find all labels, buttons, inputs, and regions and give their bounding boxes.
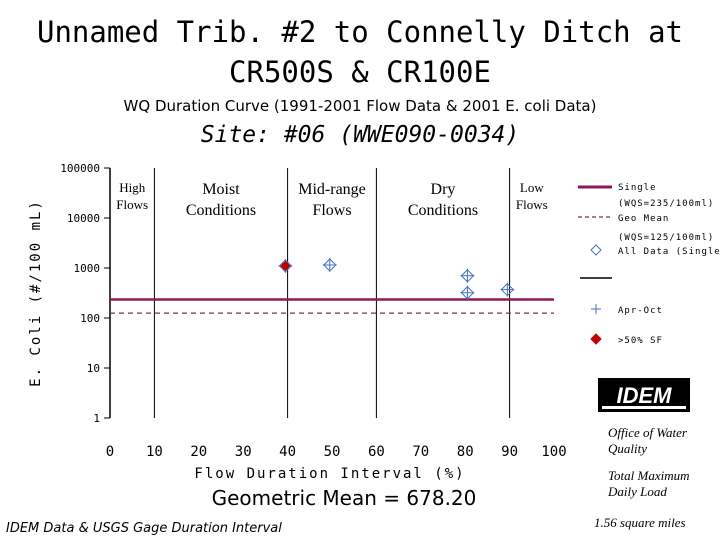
zone-label-4-1: Flows <box>516 197 548 212</box>
zone-label-1-0: Moist <box>202 181 240 198</box>
y-ticks: 100000 10000 1000 100 10 1 <box>60 162 110 425</box>
x-tick-label-2: 20 <box>190 444 207 460</box>
y-tick-label-2: 1000 <box>74 262 101 275</box>
legend-geo-label-1: Geo Mean <box>618 214 669 224</box>
zone-labels: High Flows Moist Conditions Mid-range Flows Dr… <box>116 180 547 219</box>
legend-geo-label-2: (WQS=125/100ml) <box>618 233 714 243</box>
x-tick-label-0: 0 <box>106 444 114 460</box>
x-tick-label-9: 90 <box>501 444 518 460</box>
zone-label-3-0: Dry <box>431 181 456 198</box>
x-ticks: 0 10 20 30 40 50 60 70 80 90 100 <box>106 444 567 460</box>
point-s2-0 <box>280 260 291 272</box>
reference-lines <box>110 298 554 314</box>
legend-single-label-2: (WQS=235/100ml) <box>618 199 714 209</box>
y-tick-label-3: 100 <box>80 312 100 325</box>
legend-all-data-marker <box>590 244 602 256</box>
source-label: IDEM Data & USGS Gage Duration Interval <box>6 521 282 536</box>
y-tick-label-1: 10000 <box>67 212 100 225</box>
zone-label-2-1: Flows <box>312 202 351 219</box>
zone-label-0-0: High <box>119 180 146 195</box>
office-label-1: Office of Water <box>608 425 688 440</box>
idem-logo: IDEM <box>598 378 690 412</box>
site-label: Site: #06 (WWE090-0034) <box>201 122 520 148</box>
x-tick-label-8: 80 <box>457 444 474 460</box>
idem-logo-text: IDEM <box>617 383 673 408</box>
x-tick-label-6: 60 <box>368 444 385 460</box>
x-axis-label: Flow Duration Interval (%) <box>194 466 465 482</box>
point-s1-3 <box>460 285 475 300</box>
tmdl-label-2: Daily Load <box>607 484 667 499</box>
x-tick-label-5: 50 <box>324 444 341 460</box>
point-s1-4 <box>500 282 515 297</box>
x-tick-label-1: 10 <box>146 444 163 460</box>
legend-apr-oct-label: Apr-Oct <box>618 306 663 316</box>
chart-title-line2: CR500S & CR100E <box>229 55 491 89</box>
y-tick-label-4: 10 <box>87 362 100 375</box>
chart-subtitle: WQ Duration Curve (1991-2001 Flow Data &… <box>124 97 597 115</box>
x-tick-label-4: 40 <box>279 444 296 460</box>
zone-label-2-0: Mid-range <box>298 181 366 198</box>
x-tick-label-10: 100 <box>541 444 566 460</box>
legend-apr-oct-marker <box>591 304 601 314</box>
legend-single-label-1: Single <box>618 183 657 193</box>
zone-label-4-0: Low <box>520 180 544 195</box>
chart-title-line1: Unnamed Trib. #2 to Connelly Ditch at <box>37 15 683 49</box>
y-axis-label: E. Coli (#/100 mL) <box>28 199 44 387</box>
zone-label-3-1: Conditions <box>408 202 478 219</box>
y-tick-label-5: 1 <box>93 412 100 425</box>
data-points <box>278 257 515 300</box>
legend-sf-marker <box>590 333 602 345</box>
zone-label-1-1: Conditions <box>186 202 256 219</box>
point-s1-2 <box>460 268 475 283</box>
point-s1-1 <box>322 257 337 272</box>
legend-all-data-label: All Data (Single) <box>618 247 720 257</box>
area-label: 1.56 square miles <box>594 515 686 530</box>
geometric-mean-label: Geometric Mean = 678.20 <box>212 486 477 510</box>
legend: Single (WQS=235/100ml) Geo Mean (WQS=125… <box>578 183 720 346</box>
y-tick-label-0: 100000 <box>60 162 100 175</box>
x-tick-label-3: 30 <box>235 444 252 460</box>
x-tick-label-7: 70 <box>412 444 429 460</box>
legend-sf-label: >50% SF <box>618 336 663 346</box>
office-label-2: Quality <box>608 441 647 456</box>
zone-label-0-1: Flows <box>116 197 148 212</box>
tmdl-label-1: Total Maximum <box>608 468 690 483</box>
